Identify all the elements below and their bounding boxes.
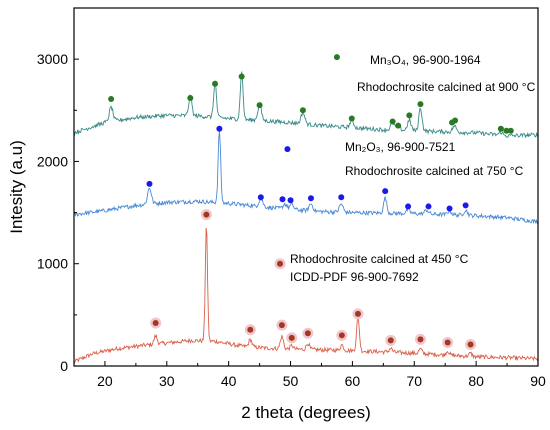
peak-marker-s900 <box>256 102 263 109</box>
mn3o4_marker <box>333 54 340 61</box>
y-tick-label: 3000 <box>37 51 68 67</box>
icdd_marker <box>277 260 284 267</box>
peak-marker-s900 <box>503 127 510 134</box>
peak-marker-s900 <box>389 118 396 125</box>
peak-marker-s900 <box>395 122 402 129</box>
peak-marker-s450 <box>247 326 254 333</box>
y-axis-title: Intesity (a.u) <box>7 140 26 234</box>
x-tick-label: 70 <box>406 373 422 389</box>
peak-marker-s900 <box>238 73 245 80</box>
peak-marker-s900 <box>497 125 504 132</box>
calc450-label: Rhodochrosite calcined at 450 °C <box>290 252 469 266</box>
y-tick-label: 0 <box>60 358 68 374</box>
peak-marker-s900 <box>108 96 115 103</box>
x-tick-label: 30 <box>159 373 175 389</box>
peak-marker-s750 <box>446 205 453 212</box>
x-tick-label: 80 <box>468 373 484 389</box>
plot-frame <box>73 7 539 367</box>
x-axis-title: 2 theta (degrees) <box>241 403 370 422</box>
peak-marker-s750 <box>257 194 264 201</box>
x-tick-label: 50 <box>283 373 299 389</box>
peak-marker-s750 <box>307 195 314 202</box>
peak-marker-s900 <box>187 95 194 102</box>
y-tick-label: 1000 <box>37 256 68 272</box>
peak-marker-s450 <box>444 339 451 346</box>
peak-marker-s450 <box>354 310 361 317</box>
peak-marker-s450 <box>278 322 285 329</box>
peak-marker-s450 <box>288 334 295 341</box>
peak-marker-s450 <box>387 337 394 344</box>
peak-marker-s450 <box>304 330 311 337</box>
series-line-s450 <box>73 227 539 364</box>
peak-marker-s750 <box>216 125 223 132</box>
icdd-label: ICDD-PDF 96-900-7692 <box>290 270 419 284</box>
peak-marker-s750 <box>279 196 286 203</box>
peak-marker-s450 <box>152 320 159 327</box>
peak-marker-s900 <box>452 117 459 124</box>
peak-marker-s750 <box>425 203 432 210</box>
peak-marker-s900 <box>299 107 306 114</box>
y-tick-label: 2000 <box>37 153 68 169</box>
peak-marker-s450 <box>417 336 424 343</box>
peak-marker-s750 <box>405 203 412 210</box>
peak-marker-s750 <box>146 180 153 187</box>
peak-marker-s450 <box>338 332 345 339</box>
x-tick-label: 40 <box>221 373 237 389</box>
mn2o3_marker <box>284 146 291 153</box>
peak-marker-s900 <box>212 80 219 87</box>
peak-marker-s900 <box>417 101 424 108</box>
peak-marker-s750 <box>382 188 389 195</box>
x-tick-label: 60 <box>345 373 361 389</box>
x-tick-label: 20 <box>97 373 113 389</box>
axes: 20 30 40 50 60 70 80 90 0 1000 2000 3000 <box>37 51 546 389</box>
x-tick-label: 90 <box>530 373 546 389</box>
plot-area <box>73 54 539 364</box>
calc900-label: Rhodochrosite calcined at 900 °C <box>357 80 536 94</box>
peak-marker-s750 <box>338 194 345 201</box>
series-line-s900 <box>73 71 539 139</box>
peak-marker-s900 <box>507 127 514 134</box>
peak-marker-s450 <box>467 341 474 348</box>
series-line-s750 <box>73 131 539 225</box>
mn2o3-label: Mn₂O₃, 96-900-7521 <box>345 140 456 154</box>
peak-marker-s450 <box>203 211 210 218</box>
mn3o4-label: Mn₃O₄, 96-900-1964 <box>370 53 481 67</box>
peak-marker-s900 <box>406 112 413 119</box>
peak-marker-s750 <box>287 197 294 204</box>
calc750-label: Rhodochrosite calcined at 750 °C <box>345 164 524 178</box>
peak-marker-s750 <box>462 202 469 209</box>
peak-marker-s900 <box>348 115 355 122</box>
